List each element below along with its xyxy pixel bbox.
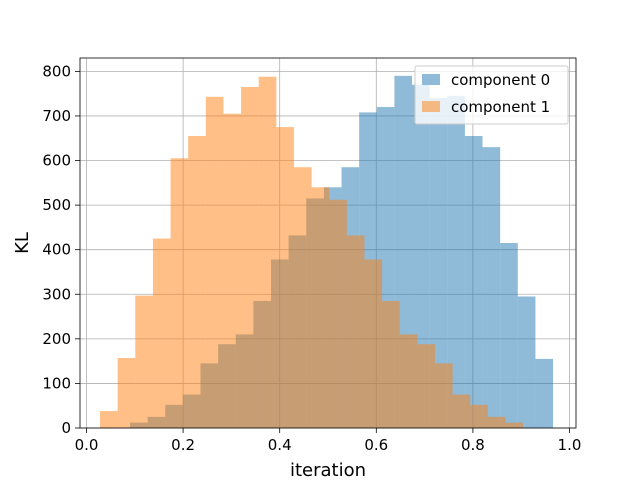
histogram-bar (100, 411, 118, 428)
y-tick-label: 200 (42, 330, 71, 348)
y-tick-label: 400 (42, 241, 71, 259)
y-tick-label: 700 (42, 107, 71, 125)
histogram-bar (311, 187, 330, 428)
histogram-bar (382, 300, 400, 428)
legend-box (414, 65, 569, 125)
axis-ticks: 0.0 0.2 0.4 0.6 0.8 1.0 0 100 200 300 400 500 600 700… (42, 62, 581, 454)
histogram-bar (464, 136, 483, 428)
histogram-bar (447, 95, 465, 428)
x-tick-label: 1.0 (558, 436, 582, 454)
x-tick-label: 0.2 (171, 436, 195, 454)
histogram-bar (276, 127, 294, 429)
x-tick-label: 0.0 (75, 436, 99, 454)
y-axis-label: KL (12, 232, 33, 254)
legend-label-component-0: component 0 (451, 71, 550, 89)
histogram-bar (535, 358, 554, 428)
histogram-bar (170, 158, 189, 428)
histogram-bars (100, 75, 554, 429)
histogram-bar (205, 96, 224, 428)
histogram-bar (470, 404, 488, 428)
histogram-bar (135, 295, 153, 428)
legend-label-component-1: component 1 (451, 98, 550, 116)
y-tick-label: 800 (42, 62, 71, 80)
y-tick-label: 0 (61, 419, 71, 437)
series-1-bars (100, 76, 524, 429)
histogram-bar (117, 358, 136, 428)
y-tick-label: 600 (42, 152, 71, 170)
histogram-bar (482, 147, 501, 429)
histogram-bar (487, 416, 506, 428)
x-tick-label: 0.4 (268, 436, 292, 454)
histogram-bar (505, 422, 524, 428)
histogram-bar (364, 259, 383, 428)
histogram-bar (293, 167, 312, 429)
histogram-bar (417, 344, 435, 428)
histogram-bar (241, 86, 259, 429)
x-tick-label: 0.6 (364, 436, 388, 454)
histogram-bar (517, 296, 536, 428)
histogram-bar (188, 136, 206, 428)
y-tick-label: 300 (42, 285, 71, 303)
histogram-bar (329, 199, 347, 428)
histogram-bar (399, 334, 418, 428)
y-tick-label: 500 (42, 196, 71, 214)
histogram-bar (500, 243, 518, 428)
legend-swatch-component-1 (422, 101, 440, 112)
histogram-bar (452, 394, 471, 428)
histogram-bar (346, 235, 365, 428)
x-axis-label: iteration (290, 460, 366, 480)
legend: component 0 component 1 (414, 65, 569, 125)
legend-swatch-component-0 (422, 74, 440, 85)
histogram-bar (223, 113, 242, 428)
plot-area-frame (79, 57, 577, 429)
x-tick-label: 0.8 (461, 436, 485, 454)
histogram-bar (434, 363, 453, 428)
histogram-bar (152, 238, 171, 428)
y-tick-label: 100 (42, 374, 71, 392)
histogram-bar (258, 76, 277, 428)
